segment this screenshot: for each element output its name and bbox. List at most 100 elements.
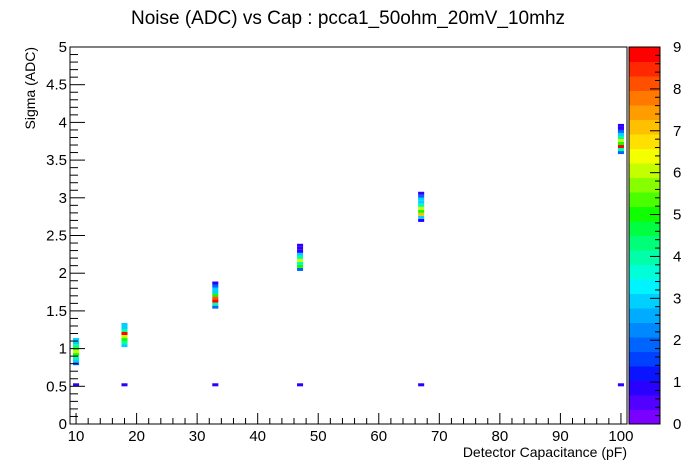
heatmap-cell [121, 335, 128, 339]
heatmap-cell [418, 200, 425, 204]
x-tick-label: 100 [608, 428, 633, 445]
heatmap-cell [73, 350, 80, 354]
color-scale-band [629, 61, 660, 77]
color-scale-label: 1 [673, 374, 681, 391]
heatmap-cell [212, 284, 219, 288]
heatmap-cell [418, 212, 425, 216]
heatmap-cell [617, 383, 624, 387]
heatmap-cell [617, 129, 624, 133]
x-tick-label: 30 [189, 428, 206, 445]
color-scale-band [629, 366, 660, 381]
heatmap-cell [418, 215, 425, 219]
heatmap-cell [73, 359, 80, 363]
color-scale-band [629, 380, 660, 396]
heatmap-cell [297, 255, 304, 259]
heatmap-cell [73, 344, 80, 348]
y-axis-label: Sigma (ADC) [22, 47, 38, 129]
heatmap-cell [617, 138, 624, 143]
heatmap-cell [212, 290, 219, 294]
y-tick-label: 4 [59, 114, 67, 131]
heatmap-cell [121, 344, 128, 348]
heatmap-cell [212, 293, 219, 297]
color-scale-band [629, 351, 660, 367]
color-scale-band [629, 409, 660, 425]
color-scale-band [629, 337, 660, 352]
heatmap-cell [617, 145, 624, 149]
heatmap-cell [73, 353, 80, 357]
x-axis-label: Detector Capacitance (pF) [463, 444, 627, 460]
y-tick-label: 2.5 [46, 228, 67, 245]
heatmap-cell [617, 126, 624, 130]
heatmap-cell [121, 332, 128, 336]
x-tick-label: 60 [370, 428, 387, 445]
heatmap-cell [418, 197, 425, 201]
heatmap-cell [212, 302, 219, 306]
heatmap-cell [297, 246, 304, 250]
heatmap-cell [297, 243, 304, 247]
heatmap-cell [297, 383, 304, 387]
y-tick-label: 1 [59, 341, 67, 358]
color-scale-band [629, 76, 660, 91]
heatmap-cell [617, 123, 624, 127]
color-scale-band [629, 395, 660, 410]
heatmap-cell [73, 338, 80, 342]
color-scale-band [629, 177, 660, 193]
color-scale-label: 9 [673, 39, 681, 56]
color-scale-band [629, 90, 660, 106]
heatmap-cells [73, 123, 624, 387]
color-scale-band [629, 105, 660, 120]
y-axis: 0 0.5 1 1.5 2 2.5 3 3.5 4 4.5 5 [46, 39, 85, 433]
heatmap-cell [73, 341, 80, 345]
color-scale-band [629, 308, 660, 323]
heatmap-cell [418, 206, 425, 210]
color-scale-label: 3 [673, 290, 681, 307]
color-scale-label: 8 [673, 81, 681, 98]
color-scale-band [629, 221, 660, 236]
y-tick-label: 1.5 [46, 303, 67, 320]
color-scale-band [629, 235, 660, 251]
x-tick-label: 90 [552, 428, 569, 445]
x-tick-label: 40 [249, 428, 266, 445]
heatmap-cell [297, 249, 304, 253]
heatmap-cell [297, 261, 304, 265]
heatmap-cell [617, 142, 624, 146]
x-axis: 10 20 30 40 50 60 70 80 90 100 [68, 413, 633, 445]
y-tick-label: 3 [59, 190, 67, 207]
color-scale-frame [628, 46, 661, 425]
color-scale-band [629, 163, 660, 178]
heatmap-cell [121, 322, 128, 326]
x-tick-label: 50 [310, 428, 327, 445]
color-scale-label: 5 [673, 207, 681, 224]
x-tick-label: 70 [431, 428, 448, 445]
heatmap-cell [73, 356, 80, 360]
color-scale-label: 4 [673, 248, 681, 265]
heatmap-cell [297, 264, 304, 268]
color-scale-band [629, 47, 660, 62]
heatmap-cell [617, 135, 624, 139]
x-tick-label: 10 [68, 428, 85, 445]
heatmap-cell [121, 338, 128, 342]
color-scale-band [629, 250, 660, 265]
y-tick-label: 2 [59, 265, 67, 282]
heatmap-cell [212, 281, 219, 285]
color-scale-band [629, 148, 660, 164]
heatmap-cell [617, 151, 624, 155]
heatmap-cell [121, 383, 128, 387]
color-scale-band [629, 279, 660, 294]
heatmap-cell [297, 252, 304, 256]
heatmap-cell [297, 258, 304, 262]
y-tick-label: 4.5 [46, 77, 67, 94]
y-tick-label: 0.5 [46, 378, 67, 395]
y-tick-label: 5 [59, 39, 67, 56]
heatmap-cell [212, 383, 219, 387]
color-scale-label: 6 [673, 165, 681, 182]
heatmap-cell [212, 287, 219, 291]
heatmap-cell [418, 194, 425, 198]
color-scale: 0 1 2 3 4 5 6 7 8 9 [628, 39, 681, 433]
chart-title: Noise (ADC) vs Cap : pcca1_50ohm_20mV_10… [131, 8, 565, 29]
y-tick-label: 3.5 [46, 152, 67, 169]
color-scale-band [629, 206, 660, 222]
color-scale-label: 7 [673, 123, 681, 140]
color-scale-band [629, 322, 660, 338]
